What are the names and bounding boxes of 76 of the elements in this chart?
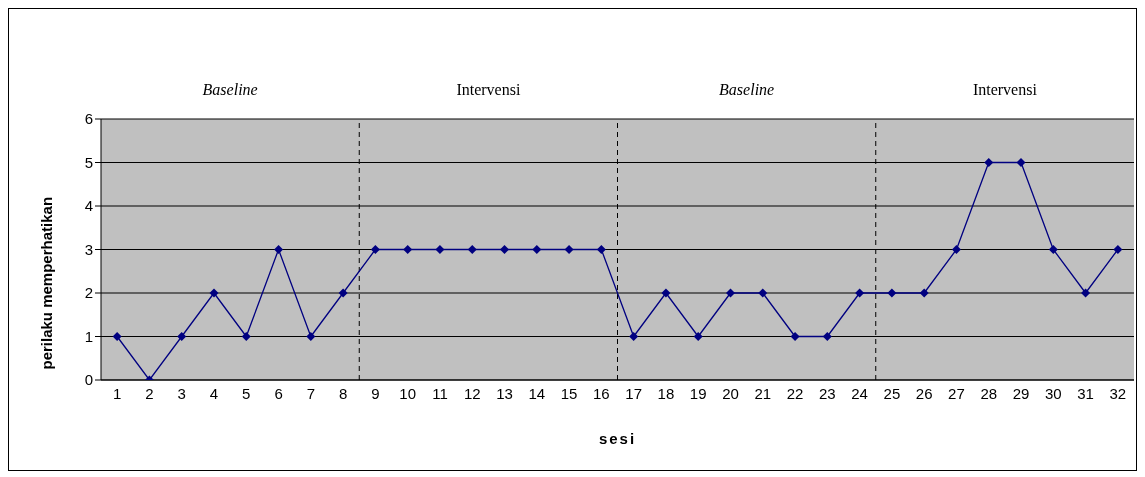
point bbox=[274, 245, 284, 254]
x-tick-label: 11 bbox=[432, 384, 448, 402]
x-tick-label: 6 bbox=[274, 384, 283, 402]
x-tick-label: 24 bbox=[851, 384, 868, 402]
x-tick-label: 29 bbox=[1012, 384, 1030, 402]
x-tick-label: 1 bbox=[112, 384, 122, 402]
x-tick-label: 8 bbox=[338, 384, 348, 402]
x-tick-label: 27 bbox=[948, 384, 965, 402]
x-tick-label: 30 bbox=[1044, 384, 1062, 402]
x-tick-label: 4 bbox=[209, 384, 219, 402]
y-tick-label: 5 bbox=[84, 153, 93, 171]
x-tick-label: 15 bbox=[560, 384, 578, 402]
x-tick-label: 22 bbox=[786, 384, 804, 402]
text: Intervensi bbox=[971, 81, 1038, 99]
point bbox=[951, 245, 961, 254]
point bbox=[500, 245, 510, 254]
point bbox=[112, 332, 122, 341]
x-tick-label: 20 bbox=[722, 384, 739, 402]
x-tick-label: 21 bbox=[754, 384, 772, 402]
point bbox=[177, 332, 187, 341]
point bbox=[790, 332, 800, 341]
point bbox=[725, 288, 735, 298]
x-tick-label: 25 bbox=[883, 384, 901, 402]
point bbox=[467, 245, 477, 254]
x-tick-label: 7 bbox=[306, 384, 315, 402]
point bbox=[887, 288, 897, 298]
text: Intervensi bbox=[455, 81, 522, 99]
point bbox=[629, 332, 639, 341]
x-tick-label: 16 bbox=[593, 384, 610, 402]
y-tick-label: 1 bbox=[84, 327, 93, 345]
x-tick-label: 32 bbox=[1109, 384, 1127, 402]
point bbox=[822, 332, 832, 341]
point bbox=[306, 332, 316, 341]
y-tick-label: 2 bbox=[84, 284, 93, 302]
x-tick-label: 10 bbox=[399, 384, 417, 402]
x-tick-label: 3 bbox=[177, 384, 186, 402]
point bbox=[241, 332, 251, 341]
point bbox=[596, 245, 606, 254]
text: Baseline bbox=[718, 81, 776, 99]
x-tick-label: 14 bbox=[528, 384, 546, 402]
point bbox=[435, 245, 445, 254]
y-tick-label: 0 bbox=[84, 371, 93, 389]
x-tick-label: 9 bbox=[371, 384, 380, 402]
point bbox=[209, 288, 219, 298]
x-tick-label: 2 bbox=[145, 384, 154, 402]
x-tick-label: 18 bbox=[657, 384, 675, 402]
point bbox=[564, 245, 574, 254]
x-axis-title: sesi bbox=[598, 430, 637, 447]
point bbox=[919, 288, 929, 298]
y-axis-title: perilaku memperhatikan bbox=[38, 196, 56, 370]
x-tick-label: 26 bbox=[915, 384, 933, 402]
x-tick-label: 13 bbox=[496, 384, 513, 402]
point bbox=[855, 288, 865, 298]
x-tick-label: 19 bbox=[689, 384, 707, 402]
text: Baseline bbox=[201, 81, 259, 99]
point bbox=[1081, 288, 1091, 298]
point bbox=[1016, 158, 1026, 167]
point bbox=[338, 288, 348, 298]
y-tick-label: 4 bbox=[84, 197, 93, 215]
point bbox=[1048, 245, 1058, 254]
x-tick-label: 5 bbox=[242, 384, 251, 402]
x-tick-label: 17 bbox=[625, 384, 642, 402]
point bbox=[984, 158, 994, 167]
point bbox=[693, 332, 703, 341]
y-tick-label: 3 bbox=[84, 240, 93, 258]
point bbox=[758, 288, 768, 298]
x-tick-label: 23 bbox=[818, 384, 836, 402]
point bbox=[532, 245, 542, 254]
x-tick-label: 28 bbox=[980, 384, 998, 402]
x-tick-label: 31 bbox=[1077, 384, 1094, 402]
y-tick-label: 6 bbox=[84, 110, 93, 128]
point bbox=[370, 245, 380, 254]
point bbox=[1113, 245, 1123, 254]
point bbox=[403, 245, 413, 254]
x-tick-label: 12 bbox=[463, 384, 481, 402]
point bbox=[661, 288, 671, 298]
